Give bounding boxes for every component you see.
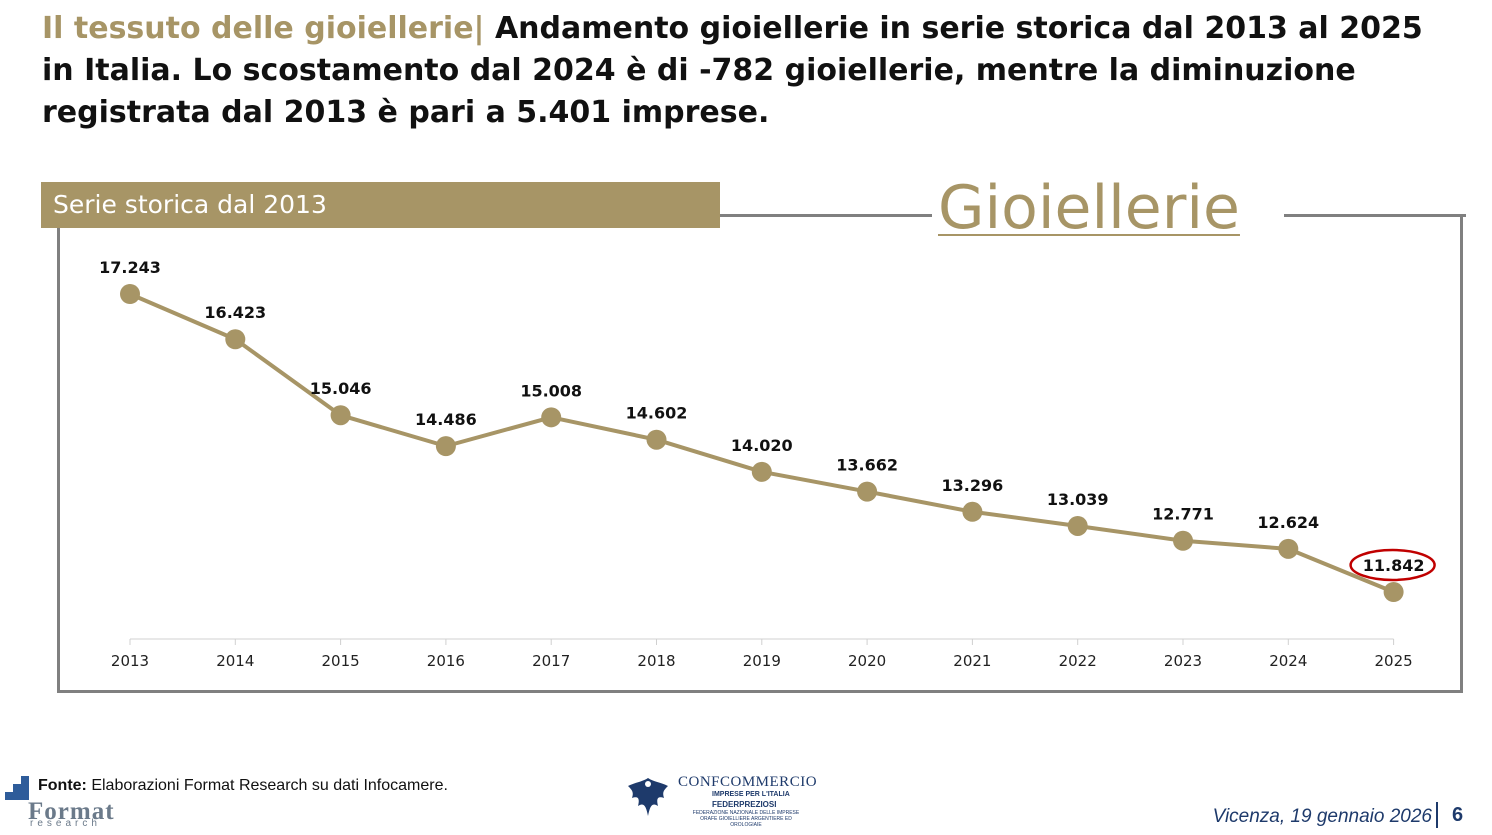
- x-tick-label: 2018: [637, 652, 675, 670]
- data-label: 12.771: [1152, 505, 1214, 524]
- confcommercio-sub: IMPRESE PER L'ITALIA: [712, 791, 790, 798]
- confcommercio-name: CONFCOMMERCIO: [678, 774, 818, 790]
- data-label: 15.046: [310, 379, 372, 398]
- format-research-logo: [2, 772, 132, 832]
- eagle-icon: [628, 778, 668, 816]
- chart-frame: [57, 215, 1463, 693]
- data-point: [435, 436, 456, 457]
- format-logo-mark-icon: [5, 776, 29, 800]
- data-point: [962, 501, 983, 522]
- data-point: [1383, 582, 1404, 602]
- data-point: [857, 481, 878, 502]
- x-tick-label: 2020: [848, 652, 886, 670]
- data-points: [120, 284, 1404, 602]
- x-tick-label: 2024: [1269, 652, 1307, 670]
- data-point: [751, 461, 772, 482]
- data-point: [1278, 538, 1299, 559]
- series-banner: Serie storica dal 2013: [41, 182, 720, 228]
- x-tick-label: 2016: [427, 652, 465, 670]
- source-text: Elaborazioni Format Research su dati Inf…: [86, 777, 448, 794]
- x-tick-label: 2019: [743, 652, 781, 670]
- data-label: 14.486: [415, 410, 477, 429]
- frame-top-line-right: [1284, 214, 1466, 217]
- x-tick-label: 2021: [953, 652, 991, 670]
- slide-title-prefix: Il tessuto delle gioiellerie|: [42, 11, 485, 46]
- data-point: [330, 405, 351, 426]
- frame-top-line-left: [718, 214, 932, 217]
- source-label: Fonte:: [38, 777, 87, 794]
- data-label: 12.624: [1257, 513, 1319, 532]
- confcommercio-logo: [622, 772, 812, 824]
- chart-section-title: Gioiellerie: [938, 173, 1240, 243]
- data-labels: 17.243 16.423 15.046 14.486 15.008 14.602 14.0…: [99, 258, 1436, 582]
- data-point: [225, 329, 246, 350]
- source-note: Fonte: Elaborazioni Format Research su d…: [38, 777, 448, 795]
- data-label: 13.039: [1047, 490, 1109, 509]
- x-tick-label: 2022: [1059, 652, 1097, 670]
- data-label: 13.296: [942, 476, 1004, 495]
- page-number: 6: [1452, 804, 1464, 826]
- x-tick-label: 2014: [216, 652, 254, 670]
- data-point: [1067, 515, 1088, 536]
- slide-title-text: Andamento gioiellerie in serie storica d…: [42, 11, 1423, 130]
- x-tick-label: 2015: [322, 652, 360, 670]
- data-label: 11.842: [1363, 556, 1425, 575]
- x-tick-label: 2017: [532, 652, 570, 670]
- data-point: [120, 284, 140, 304]
- data-label: 15.008: [520, 381, 582, 400]
- data-point: [541, 407, 562, 428]
- data-label: 14.020: [731, 436, 793, 455]
- federpreziosi-desc: FEDERAZIONE NAZIONALE DELLE IMPRESE ORAF…: [692, 810, 800, 828]
- format-logo-word: Format: [28, 798, 115, 825]
- location-date: Vicenza, 19 gennaio 2026: [1212, 806, 1432, 827]
- x-tick-label: 2023: [1164, 652, 1202, 670]
- data-label: 16.423: [204, 303, 266, 322]
- data-point: [646, 429, 667, 450]
- x-tick-label: 2013: [111, 652, 149, 670]
- data-label: 14.602: [626, 404, 688, 423]
- data-label: 13.662: [836, 456, 898, 475]
- format-logo-sub: research: [30, 818, 101, 829]
- federpreziosi-name: FEDERPREZIOSI: [712, 800, 777, 809]
- slide-title: Il tessuto delle gioiellerie| Andamento …: [42, 8, 1462, 134]
- x-axis: 2013 2014 2015 2016 2017 2018 2019 2020 2021 2022…: [111, 638, 1413, 670]
- footer-separator: [1436, 802, 1438, 828]
- highlight-ellipse: [1349, 548, 1436, 582]
- data-point: [1173, 530, 1193, 551]
- x-tick-label: 2025: [1375, 652, 1413, 670]
- data-label: 17.243: [99, 258, 161, 277]
